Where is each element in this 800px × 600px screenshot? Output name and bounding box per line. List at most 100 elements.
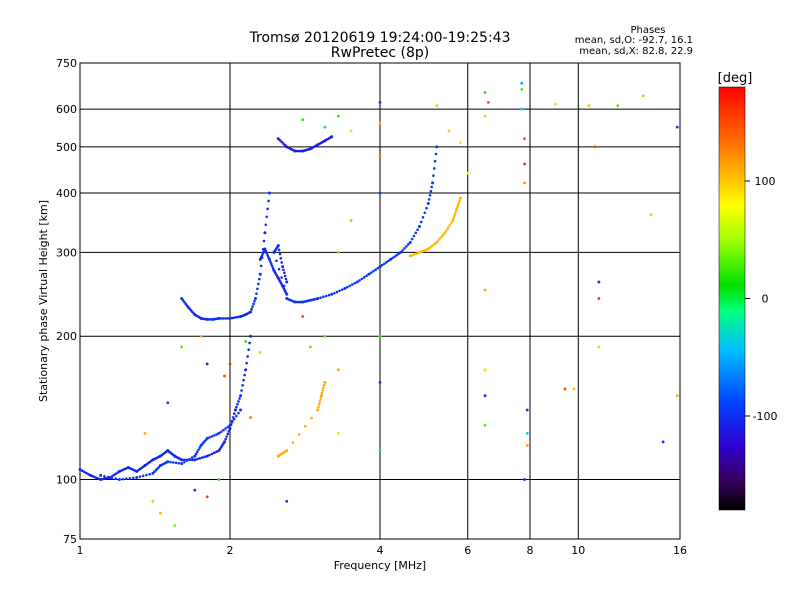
data-point: [198, 457, 202, 460]
data-point: [271, 266, 275, 270]
data-point: [82, 470, 86, 474]
data-point: [593, 145, 597, 149]
data-point: [641, 94, 645, 98]
data-point: [246, 355, 249, 358]
data-point: [458, 196, 462, 200]
data-point: [257, 282, 260, 286]
data-point: [235, 315, 238, 319]
data-point: [248, 341, 251, 345]
data-point: [223, 374, 226, 378]
data-point: [200, 456, 204, 459]
data-points: [78, 81, 679, 528]
stats-line-x: mean, sd,X: 82.8, 22.9: [579, 46, 693, 57]
chart-title: Tromsø 20120619 19:24:00-19:25:43: [249, 30, 511, 46]
data-point: [435, 145, 439, 149]
data-point: [212, 451, 216, 455]
data-point: [95, 476, 98, 480]
colorbar: [deg] -100 0 100: [718, 71, 778, 511]
data-point: [323, 380, 327, 384]
data-point: [330, 292, 334, 296]
data-point: [322, 383, 326, 387]
data-point: [228, 426, 232, 430]
data-point: [417, 225, 421, 229]
data-point: [249, 310, 253, 314]
data-point: [310, 416, 313, 420]
data-point: [238, 397, 241, 400]
stats-heading: Phases: [630, 25, 665, 36]
y-tick-label: 750: [56, 57, 77, 70]
data-point: [442, 233, 445, 236]
data-point: [675, 394, 679, 398]
data-point: [249, 416, 253, 419]
data-point: [208, 453, 211, 457]
data-point: [438, 237, 442, 240]
colorbar-tick-label: -100: [753, 410, 778, 423]
data-point: [378, 100, 382, 104]
y-tick-label: 300: [56, 246, 77, 259]
data-point: [333, 291, 336, 295]
data-point: [252, 302, 255, 306]
data-point: [197, 448, 200, 451]
data-point: [217, 431, 221, 435]
data-point: [319, 397, 322, 400]
data-point: [350, 283, 354, 286]
data-point: [183, 460, 186, 464]
data-point: [346, 285, 349, 289]
data-point: [285, 292, 289, 296]
data-point: [172, 461, 175, 464]
data-point: [241, 384, 244, 387]
data-point: [181, 299, 185, 302]
data-point: [247, 348, 250, 351]
data-point: [597, 345, 601, 349]
data-point: [483, 394, 487, 398]
data-point: [452, 216, 455, 220]
data-point: [226, 432, 230, 436]
data-point: [166, 401, 170, 405]
data-point: [278, 139, 282, 142]
y-tick-label: 400: [56, 187, 77, 200]
data-point: [230, 420, 234, 424]
data-point: [112, 473, 116, 477]
data-point: [267, 191, 271, 195]
data-point: [322, 295, 325, 299]
data-point: [340, 288, 344, 291]
data-point: [114, 472, 118, 476]
data-point: [135, 475, 139, 479]
data-point: [430, 185, 434, 189]
data-point: [253, 299, 256, 303]
data-point: [448, 224, 451, 227]
data-point: [385, 261, 388, 264]
data-point: [80, 469, 84, 472]
data-point: [180, 458, 184, 462]
data-point: [228, 362, 232, 366]
data-point: [382, 262, 386, 266]
data-point: [454, 210, 458, 213]
data-point: [408, 240, 412, 244]
data-point: [435, 104, 439, 108]
data-point: [237, 400, 240, 403]
data-point: [228, 423, 232, 427]
data-point: [242, 378, 245, 382]
data-point: [85, 471, 88, 475]
data-point: [523, 478, 526, 481]
data-point: [395, 253, 398, 257]
x-tick-label: 8: [527, 544, 534, 557]
data-point: [282, 268, 285, 272]
data-point: [235, 405, 238, 409]
data-point: [219, 317, 223, 320]
data-point: [190, 458, 194, 462]
data-point: [282, 271, 286, 275]
data-point: [525, 408, 529, 412]
data-point: [323, 125, 327, 129]
data-point: [159, 511, 162, 515]
data-point: [597, 297, 601, 300]
data-point: [282, 142, 285, 145]
data-point: [369, 271, 373, 274]
data-point: [378, 121, 382, 125]
data-point: [232, 412, 236, 415]
data-point: [258, 350, 262, 354]
data-point: [437, 239, 440, 242]
data-point: [401, 249, 404, 252]
data-point: [362, 276, 366, 279]
